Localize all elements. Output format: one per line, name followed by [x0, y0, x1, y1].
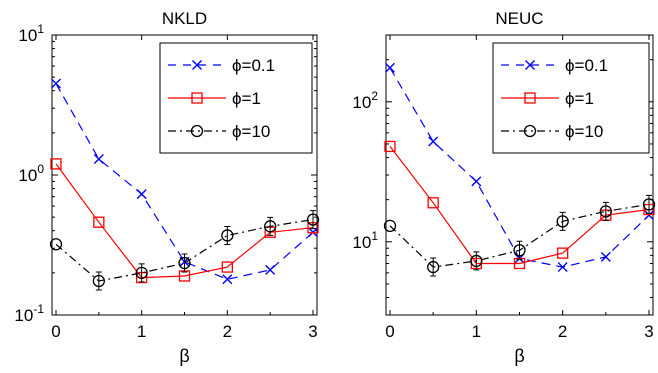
data-point — [600, 251, 611, 262]
x-tick-label: 1 — [472, 322, 481, 341]
data-point — [221, 229, 234, 242]
x-tick-label: 0 — [51, 322, 60, 341]
data-point — [427, 197, 439, 209]
y-tick-label: 10-1 — [14, 302, 44, 325]
data-point — [221, 261, 233, 273]
data-point — [385, 62, 395, 73]
legend-marker — [190, 124, 204, 138]
data-point — [222, 274, 233, 285]
x-tick-label: 2 — [558, 322, 567, 341]
y-tick-label: 102 — [352, 89, 378, 112]
legend: ϕ=0.1 ϕ=1 ϕ=10 — [492, 42, 650, 154]
legend-label: ϕ=0.1 — [565, 56, 608, 75]
series-3 — [383, 194, 656, 277]
x-tick-label: 3 — [644, 322, 653, 341]
x-tick-label: 2 — [223, 322, 232, 341]
data-point — [427, 260, 440, 274]
data-point — [557, 262, 568, 273]
chart-title: NEUC — [495, 9, 543, 28]
chart-panel-nkld: NKLD 0 1 2 3 101 100 10-1 β ϕ=0.1 ϕ=1 ϕ=10 — [14, 9, 320, 366]
legend-label: ϕ=10 — [232, 122, 270, 141]
y-tick-label: 101 — [18, 22, 44, 45]
x-axis-label: β — [514, 346, 524, 366]
data-point — [470, 254, 483, 268]
legend-label: ϕ=10 — [565, 122, 603, 141]
data-point — [92, 274, 105, 288]
data-point — [49, 238, 63, 251]
y-tick-label: 101 — [352, 229, 378, 252]
x-tick-label: 3 — [308, 322, 317, 341]
data-point — [51, 78, 61, 89]
data-point — [306, 213, 320, 226]
chart-panel-neuc: NEUC 0 1 2 3 102 101 β ϕ=0.1 ϕ=1 ϕ=10 — [352, 9, 656, 366]
data-point — [557, 247, 569, 259]
data-point — [93, 216, 105, 228]
data-point — [383, 219, 397, 232]
error-bar — [224, 225, 231, 245]
data-point — [471, 176, 482, 187]
legend-label: ϕ=0.1 — [232, 56, 275, 75]
x-axis-label: β — [179, 346, 189, 366]
legend-label: ϕ=1 — [565, 89, 594, 108]
legend-marker — [523, 124, 537, 138]
legend-marker — [191, 92, 203, 104]
legend-marker — [192, 60, 202, 70]
legend-marker — [524, 92, 536, 104]
legend-label: ϕ=1 — [232, 89, 261, 108]
error-bar — [310, 210, 316, 230]
series-3 — [49, 210, 320, 291]
data-point — [136, 189, 147, 200]
x-tick-label: 1 — [137, 322, 146, 341]
data-point — [513, 244, 526, 257]
data-point — [50, 158, 62, 170]
data-point — [178, 256, 191, 270]
data-point — [642, 198, 656, 211]
data-point — [384, 140, 396, 153]
x-tick-label: 0 — [385, 322, 394, 341]
data-point — [265, 264, 276, 275]
data-point — [135, 266, 148, 280]
data-point — [93, 154, 104, 165]
legend-marker — [525, 60, 535, 70]
y-tick-label: 100 — [18, 162, 44, 185]
data-point — [556, 215, 569, 228]
data-point — [599, 205, 612, 218]
data-point — [264, 220, 277, 233]
series-1 — [51, 78, 318, 285]
data-point — [428, 136, 439, 147]
chart-title: NKLD — [162, 9, 207, 28]
legend: ϕ=0.1 ϕ=1 ϕ=10 — [159, 42, 313, 154]
